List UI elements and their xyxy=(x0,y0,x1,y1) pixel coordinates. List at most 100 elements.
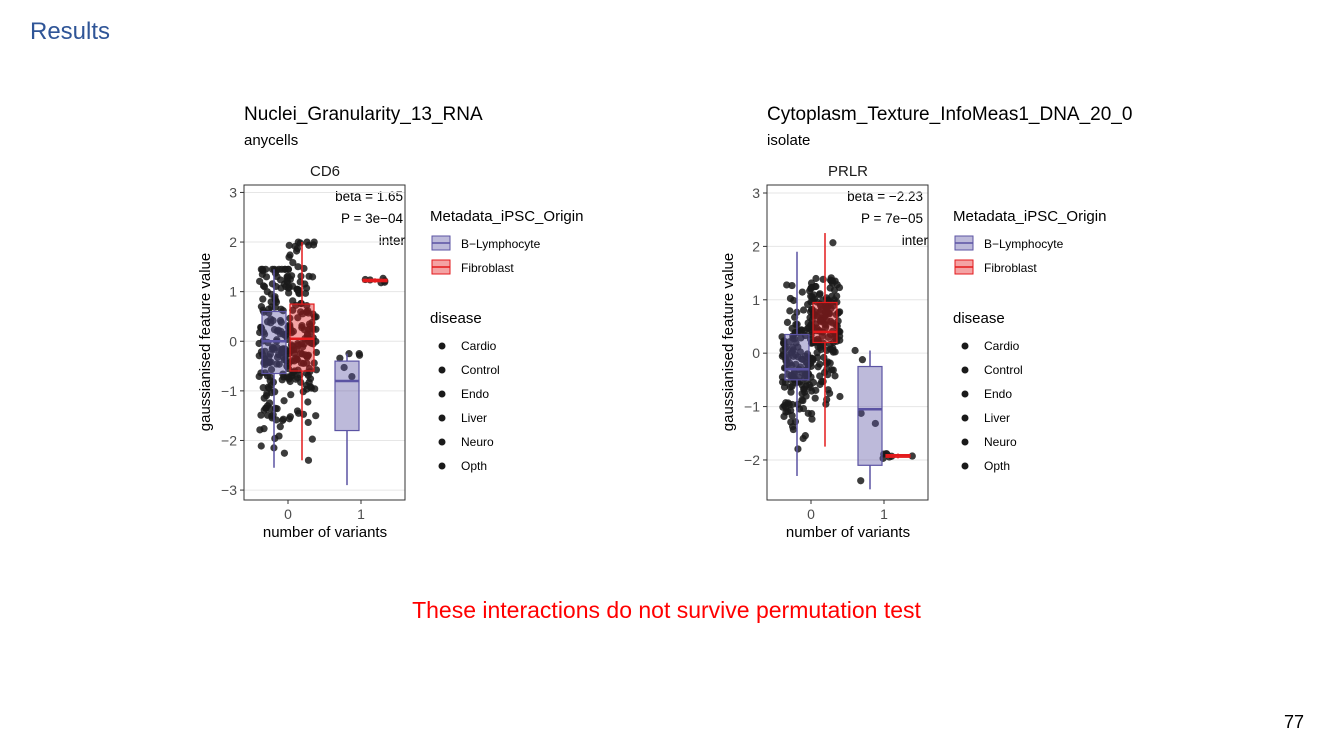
data-point xyxy=(279,415,287,423)
data-point xyxy=(823,346,831,355)
data-point xyxy=(781,378,789,387)
data-point xyxy=(299,359,308,368)
data-point xyxy=(308,435,316,443)
legend-key-point xyxy=(438,414,446,422)
data-point xyxy=(834,317,842,325)
data-point xyxy=(786,294,795,303)
data-point xyxy=(778,333,786,341)
data-point xyxy=(783,281,791,289)
data-point xyxy=(292,247,301,255)
plot-area: 3 2 1 0 −1 −2 −3 0 1 xyxy=(221,184,406,522)
data-point xyxy=(822,359,830,367)
facet-label: PRLR xyxy=(828,163,868,180)
legend-key-point xyxy=(438,390,446,398)
data-point xyxy=(822,304,830,313)
y-tick-label: 1 xyxy=(752,292,760,308)
data-point xyxy=(306,375,315,383)
data-point xyxy=(828,366,836,374)
data-point xyxy=(824,333,832,341)
x-tick-label: 1 xyxy=(880,506,888,522)
legend-item-origin: Fibroblast xyxy=(984,261,1037,275)
data-point xyxy=(293,286,302,294)
data-point xyxy=(312,348,321,357)
y-axis-label: gaussianised feature value xyxy=(197,253,214,431)
data-point xyxy=(787,388,795,396)
data-point xyxy=(812,386,820,394)
legend-item-disease: Neuro xyxy=(984,435,1017,449)
data-point xyxy=(802,359,810,367)
legend-item-disease: Opth xyxy=(984,459,1010,473)
data-point xyxy=(265,384,273,392)
legend-key-point xyxy=(961,366,969,374)
panel-border xyxy=(766,184,929,501)
data-point xyxy=(297,340,306,348)
data-point xyxy=(312,412,320,420)
data-point xyxy=(822,400,830,408)
annotation-beta: beta = −2.23 xyxy=(847,189,923,204)
data-point xyxy=(348,373,356,381)
y-tick-label: −1 xyxy=(744,399,760,415)
legend-item-disease: Control xyxy=(984,363,1023,377)
annotation-inter: inter xyxy=(902,233,929,248)
facet-label: CD6 xyxy=(310,163,340,180)
annotation-beta: beta = 1.65 xyxy=(335,189,403,204)
data-point xyxy=(293,407,302,415)
legend-title-origin: Metadata_iPSC_Origin xyxy=(430,208,583,225)
data-point xyxy=(299,410,308,418)
data-point xyxy=(786,307,794,315)
data-point xyxy=(260,394,268,402)
data-point xyxy=(808,409,816,418)
data-point xyxy=(268,280,277,288)
data-point xyxy=(829,239,837,247)
y-tick-label: −3 xyxy=(221,482,237,498)
data-point xyxy=(831,372,839,380)
y-axis-label: gaussianised feature value xyxy=(720,253,737,431)
legend-key-point xyxy=(438,462,446,470)
box-body xyxy=(857,365,883,466)
box-body xyxy=(784,333,810,381)
data-point xyxy=(822,321,830,329)
panel-border xyxy=(243,184,406,501)
data-point xyxy=(299,388,307,396)
data-point xyxy=(255,339,263,348)
data-point xyxy=(810,291,818,299)
data-point xyxy=(304,351,313,359)
data-point xyxy=(784,399,792,407)
legend-item-origin: Fibroblast xyxy=(461,261,514,275)
data-point xyxy=(817,317,825,326)
data-point xyxy=(340,363,348,372)
data-point xyxy=(811,394,819,402)
legend-item-disease: Control xyxy=(461,363,500,377)
legend-item-disease: Cardio xyxy=(461,339,497,353)
legend-key-point xyxy=(961,390,969,398)
data-point xyxy=(312,366,321,374)
data-point xyxy=(791,335,799,343)
data-point xyxy=(263,318,272,326)
chart-title: Cytoplasm_Texture_InfoMeas1_DNA_20_0 xyxy=(767,104,1132,125)
data-point xyxy=(788,281,796,290)
data-point xyxy=(815,291,824,299)
data-point xyxy=(276,423,284,431)
data-point xyxy=(297,272,305,280)
data-point xyxy=(798,288,806,296)
slide-title: Results xyxy=(30,18,111,45)
legend-title-disease: disease xyxy=(953,310,1005,327)
data-point xyxy=(271,269,279,277)
data-point xyxy=(355,351,364,359)
y-tick-label: −2 xyxy=(221,432,237,448)
data-point xyxy=(836,392,844,401)
data-point xyxy=(277,318,285,326)
data-point xyxy=(285,359,293,367)
data-point xyxy=(799,306,808,314)
data-point xyxy=(279,307,287,315)
data-point xyxy=(258,265,267,273)
data-point xyxy=(833,292,841,300)
data-point xyxy=(304,456,313,464)
y-tick-label: 2 xyxy=(752,238,760,254)
legend-item-disease: Liver xyxy=(461,411,487,425)
data-point xyxy=(780,412,788,421)
chart-title: Nuclei_Granularity_13_RNA xyxy=(244,104,483,125)
plot-area: 3 2 1 0 −1 −2 0 1 xyxy=(744,184,929,522)
legend-key-point xyxy=(961,414,969,422)
data-point xyxy=(271,434,279,443)
